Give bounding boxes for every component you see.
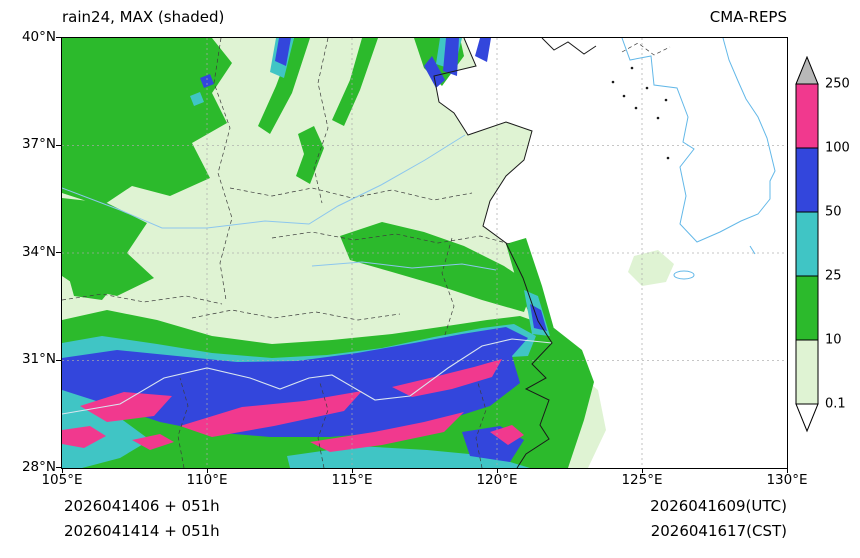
valid-time-utc: 2026041609(UTC) bbox=[650, 497, 787, 515]
x-tick-mark bbox=[787, 468, 788, 473]
colorbar-seg-50-100 bbox=[795, 147, 819, 213]
run-time-utc: 2026041406 + 051h bbox=[64, 497, 220, 515]
x-tick-label-120e: 120°E bbox=[476, 472, 518, 488]
province-borders bbox=[62, 38, 671, 468]
rivers bbox=[62, 134, 553, 415]
y-tick-mark bbox=[56, 252, 61, 253]
x-tick-mark bbox=[497, 468, 498, 473]
y-tick-label-34n: 34°N bbox=[21, 244, 56, 260]
colorbar-label-250: 250 bbox=[825, 76, 850, 92]
colorbar-label-10: 10 bbox=[825, 332, 842, 348]
colorbar: 250 100 50 25 10 0.1 bbox=[795, 56, 859, 448]
korea-coastline bbox=[621, 38, 776, 243]
x-tick-mark bbox=[352, 468, 353, 473]
x-tick-mark bbox=[207, 468, 208, 473]
x-tick-label-125e: 125°E bbox=[621, 472, 663, 488]
x-tick-label-110e: 110°E bbox=[186, 472, 228, 488]
x-tick-label-105e: 105°E bbox=[41, 472, 83, 488]
colorbar-seg-0.1-10 bbox=[795, 339, 819, 405]
jeju-island-outline bbox=[673, 270, 695, 280]
x-tick-mark bbox=[642, 468, 643, 473]
rain-shade-blue bbox=[62, 38, 547, 462]
x-tick-mark bbox=[62, 468, 63, 473]
y-tick-label-31n: 31°N bbox=[21, 351, 56, 367]
x-tick-label-115e: 115°E bbox=[331, 472, 373, 488]
run-time-cst: 2026041414 + 051h bbox=[64, 522, 220, 540]
colorbar-label-100: 100 bbox=[825, 140, 850, 156]
model-name: CMA-REPS bbox=[709, 8, 787, 26]
y-tick-label-28n: 28°N bbox=[21, 459, 56, 475]
rain-shade-magenta bbox=[62, 359, 524, 452]
valid-time-cst: 2026041617(CST) bbox=[650, 522, 787, 540]
map-plot-area bbox=[61, 37, 788, 469]
tsushima-island-outline bbox=[749, 245, 756, 255]
colorbar-under-arrow bbox=[795, 403, 819, 433]
y-tick-mark bbox=[56, 145, 61, 146]
colorbar-over-arrow bbox=[795, 56, 819, 85]
colorbar-seg-10-25 bbox=[795, 275, 819, 341]
y-tick-mark bbox=[56, 467, 61, 468]
colorbar-label-50: 50 bbox=[825, 204, 842, 220]
huai-river bbox=[311, 261, 497, 271]
y-tick-label-40n: 40°N bbox=[21, 29, 56, 45]
yellow-river bbox=[62, 134, 466, 229]
y-tick-mark bbox=[56, 37, 61, 38]
small-islands bbox=[611, 66, 670, 160]
colorbar-canvas bbox=[795, 56, 819, 433]
map-canvas bbox=[62, 38, 787, 468]
x-tick-label-130e: 130°E bbox=[766, 472, 808, 488]
graticule-gridlines bbox=[62, 38, 787, 468]
colorbar-label-0.1: 0.1 bbox=[825, 396, 846, 412]
china-coastline bbox=[433, 38, 597, 468]
y-tick-label-37n: 37°N bbox=[21, 136, 56, 152]
colorbar-seg-25-50 bbox=[795, 211, 819, 277]
yangtze-river bbox=[62, 338, 553, 415]
colorbar-seg-100-250 bbox=[795, 83, 819, 149]
colorbar-label-25: 25 bbox=[825, 268, 842, 284]
plot-title: rain24, MAX (shaded) bbox=[62, 8, 225, 26]
y-tick-mark bbox=[56, 360, 61, 361]
